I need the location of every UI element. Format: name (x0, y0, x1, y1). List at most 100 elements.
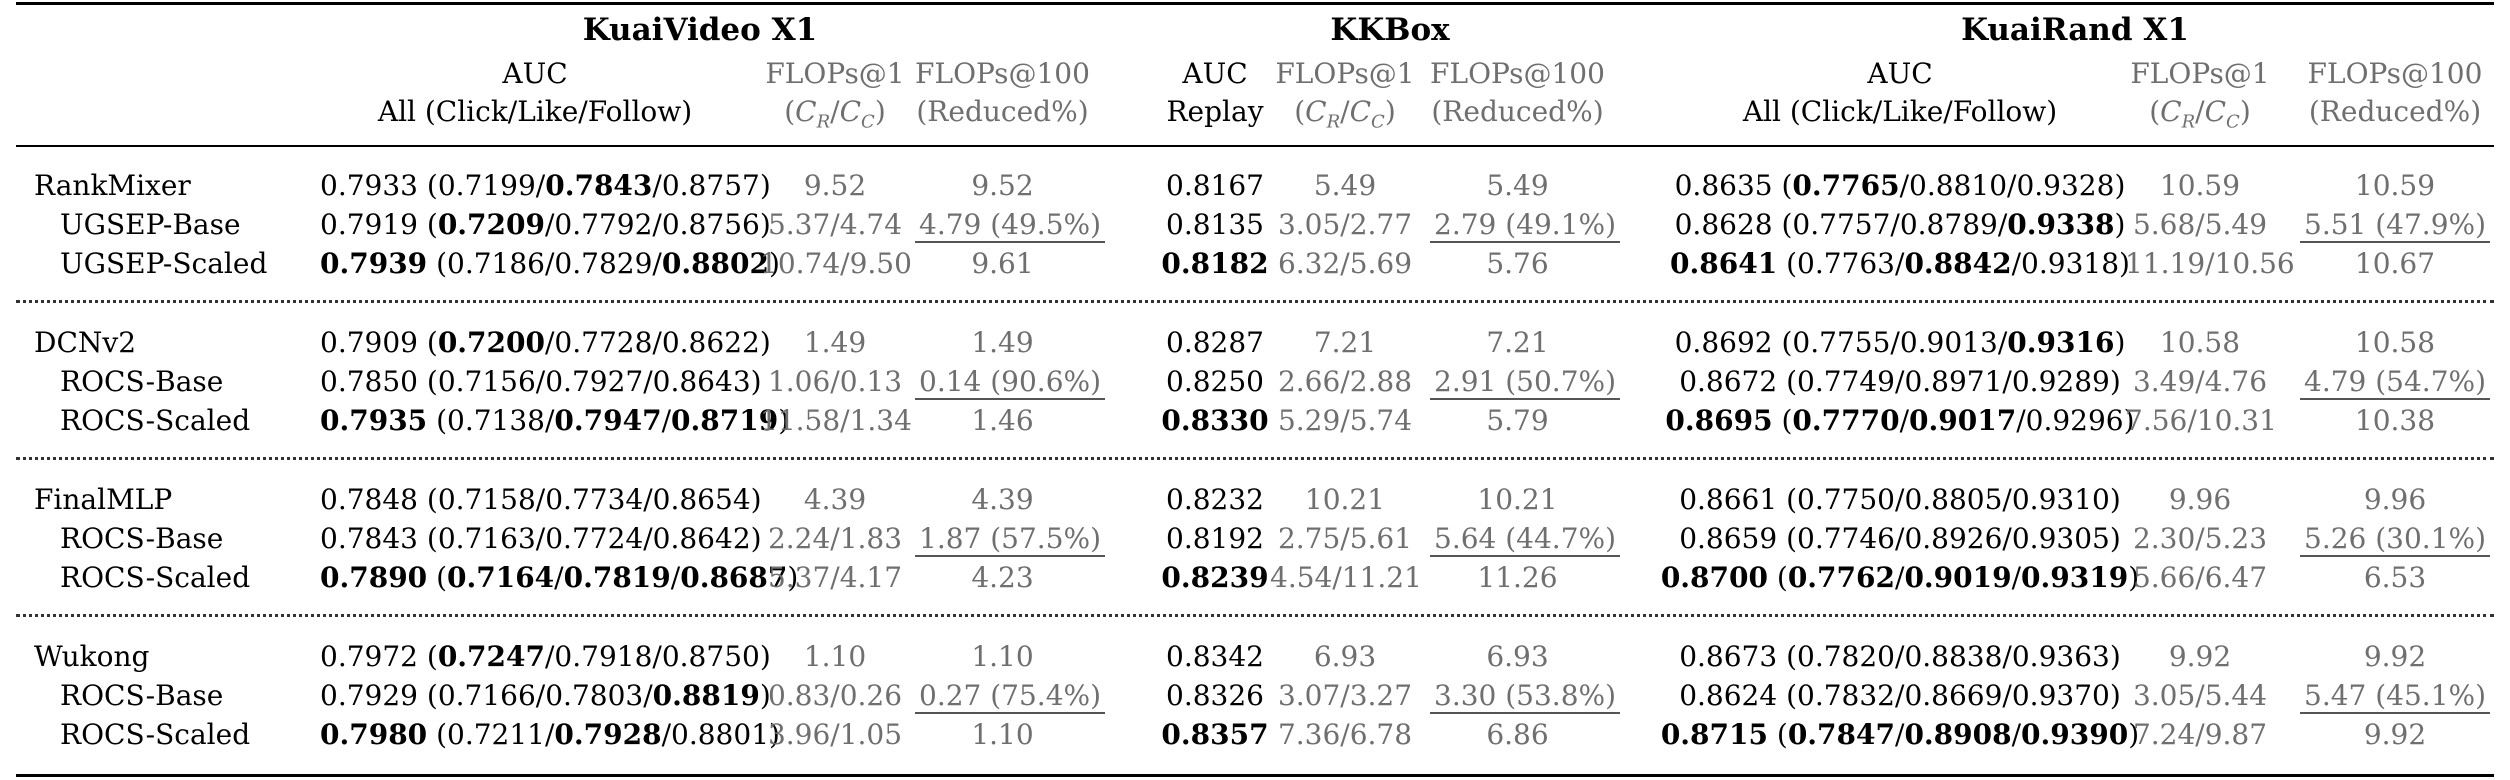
value-text: 0.9338 (2007, 208, 2115, 241)
value-text: 0.8842 (1904, 247, 2012, 280)
kv-flops1-cell: 10.74/9.50 (760, 247, 912, 280)
group-separator (16, 457, 2494, 460)
kv-auc-cell: 0.7909 (0.7200/0.7728/0.8622) (320, 326, 771, 359)
kr-flops1-cell: 10.59 (2159, 169, 2241, 202)
kr-auc-cell: 0.8715 (0.7847/0.8908/0.9390) (1660, 718, 2140, 751)
model-name: ROCS-Base (60, 522, 224, 555)
kr-flops100-cell: 9.92 (2300, 717, 2490, 753)
value-text: 0.7750 (1797, 483, 1895, 516)
value-text: 0.7749 (1797, 365, 1895, 398)
value-text: 0.7819 (563, 561, 671, 594)
kk-auc-cell: 0.8232 (1160, 482, 1270, 518)
kr-auc-cell: 0.8692 (0.7755/0.9013/0.9316) (1674, 326, 2126, 359)
value-text: 0.8810 (1909, 169, 2008, 202)
kk-flops100-cell: 6.86 (1430, 717, 1605, 753)
value-text: 3.30 (53.8%) (1430, 679, 1621, 714)
kk-auc-cell: 0.8250 (1160, 364, 1270, 400)
value-text: 10.58 (2354, 326, 2436, 359)
kr-flops1-cell: 5.66/6.47 (2132, 561, 2268, 594)
kr-flops1-cell: 7.24/9.87 (2132, 718, 2268, 751)
kr-auc-cell: 0.8661 (0.7750/0.8805/0.9310) (1679, 483, 2121, 516)
kv-flops100-header: FLOPs@100 (915, 57, 1090, 90)
value-text: 0.8805 (1904, 483, 2003, 516)
kr-flops100-cell: 10.38 (2300, 403, 2490, 439)
kk-auc-cell: 0.8182 (1160, 246, 1270, 282)
value-text: 0.8192 (1166, 522, 1264, 555)
value-text: 10.59 (2354, 169, 2436, 202)
value-text: 0.7848 (320, 483, 418, 516)
kv-flops100-cell: 4.23 (915, 560, 1090, 596)
kr-flops100-cell: 5.26 (30.1%) (2300, 521, 2491, 557)
kk-flops100-subheader: (Reduced%) (1431, 95, 1604, 128)
kk-auc-cell: 0.8357 (1160, 717, 1270, 753)
value-text: 0.7947 (554, 404, 662, 437)
value-text: 0.9305 (2011, 522, 2110, 555)
value-text: 10.67 (2354, 247, 2436, 280)
value-text: 0.7843 (320, 522, 418, 555)
value-text: 0.7734 (545, 483, 644, 516)
value-text: 5.76 (1486, 247, 1549, 280)
kk-flops1-cell: 10.21 (1304, 483, 1386, 516)
kk-flops100-cell: 5.49 (1430, 168, 1605, 204)
value-text: 0.8757 (661, 169, 760, 202)
kk-auc-cell: 0.8239 (1160, 560, 1270, 596)
kk-flops1-cell: 7.36/6.78 (1277, 718, 1413, 751)
value-text: 0.8687 (680, 561, 788, 594)
value-text: 0.8908 (1904, 718, 2012, 751)
value-text: 1.87 (57.5%) (915, 522, 1106, 557)
kr-flops1-cell: 2.30/5.23 (2132, 522, 2268, 555)
value-text: 0.7918 (554, 640, 653, 673)
value-text: 0.7762 (1787, 561, 1895, 594)
value-text: 7.21 (1486, 326, 1549, 359)
kk-flops1-cell: 3.07/3.27 (1277, 679, 1413, 712)
kr-auc-cell: 0.8635 (0.7765/0.8810/0.9328) (1674, 169, 2126, 202)
value-text: 0.7832 (1797, 679, 1895, 712)
kv-auc-cell: 0.7919 (0.7209/0.7792/0.8756) (320, 208, 771, 241)
kr-flops100-cell: 9.92 (2300, 639, 2490, 675)
kr-flops100-subheader: (Reduced%) (2308, 95, 2482, 128)
model-name: FinalMLP (34, 483, 173, 516)
value-text: 0.7199 (437, 169, 536, 202)
kr-auc-cell: 0.8695 (0.7770/0.9017/0.9296) (1665, 404, 2135, 437)
kk-auc-cell: 0.8192 (1160, 521, 1270, 557)
kk-flops1-cell: 5.29/5.74 (1277, 404, 1413, 437)
value-text: 10.21 (1477, 483, 1558, 516)
value-text: 6.86 (1486, 718, 1549, 751)
value-text: 0.8287 (1166, 326, 1264, 359)
value-text: 0.8719 (671, 404, 779, 437)
value-text: 0.7972 (320, 640, 418, 673)
kk-flops1-cell: 4.54/11.21 (1270, 561, 1422, 594)
kv-flops1-cell: 9.52 (803, 169, 867, 202)
kr-flops1-cell: 9.96 (2168, 483, 2232, 516)
group-separator (16, 300, 2494, 303)
value-text: 0.9316 (2007, 326, 2115, 359)
kk-flops1-cell: 3.05/2.77 (1277, 208, 1413, 241)
group-header-kuairand: KuaiRand X1 (1961, 12, 2189, 48)
kv-auc-cell: 0.7933 (0.7199/0.7843/0.8757) (320, 169, 771, 202)
kv-flops100-cell: 1.46 (915, 403, 1090, 439)
value-text: 0.9370 (2011, 679, 2110, 712)
value-text: 0.7164 (447, 561, 555, 594)
value-text: 0.7211 (447, 718, 545, 751)
kr-flops100-cell: 10.58 (2300, 325, 2490, 361)
kv-flops1-cell: 2.24/1.83 (767, 522, 903, 555)
kv-flops1-cell: 5.37/4.17 (767, 561, 903, 594)
model-name: UGSEP-Base (60, 208, 241, 241)
value-text: 6.53 (2363, 561, 2427, 594)
kk-flops1-cell: 6.32/5.69 (1277, 247, 1413, 280)
value-text: 0.8669 (1904, 679, 2003, 712)
value-text: 0.7850 (320, 365, 418, 398)
kr-flops100-cell: 10.67 (2300, 246, 2490, 282)
kv-auc-header: AUC (502, 57, 568, 90)
value-text: 0.8789 (1899, 208, 1998, 241)
value-text: 1.46 (971, 404, 1034, 437)
value-text: 4.39 (971, 483, 1034, 516)
kv-auc-cell: 0.7980 (0.7211/0.7928/0.8801) (320, 718, 780, 751)
value-text: 0.9289 (2011, 365, 2110, 398)
model-name: ROCS-Base (60, 679, 224, 712)
kv-auc-cell: 0.7935 (0.7138/0.7947/0.8719) (320, 404, 790, 437)
value-text: 4.23 (971, 561, 1034, 594)
value-text: 0.9017 (1909, 404, 2017, 437)
kr-flops1-cell: 7.56/10.31 (2125, 404, 2277, 437)
value-text: 5.26 (30.1%) (2300, 522, 2491, 557)
